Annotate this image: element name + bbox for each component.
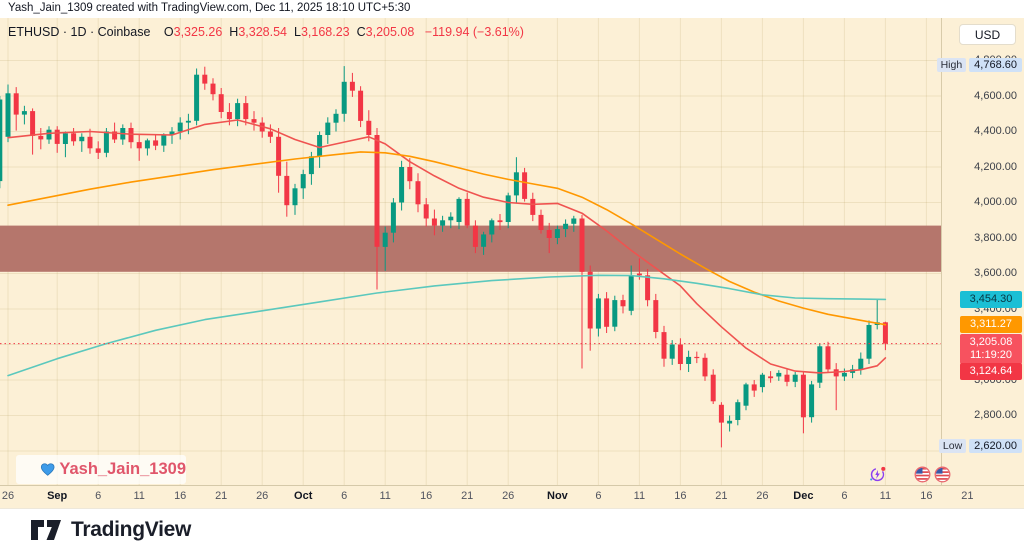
time-tick: 6 <box>95 490 102 502</box>
time-tick: 11 <box>879 490 892 502</box>
chart-pane[interactable]: ETHUSD · 1D · Coinbase O3,325.26 H3,328.5… <box>0 18 1024 485</box>
bar-countdown: 11:19:20 <box>969 349 1012 362</box>
symbol-title[interactable]: ETHUSD · 1D · Coinbase <box>8 25 151 39</box>
time-tick: 16 <box>674 490 687 502</box>
tradingview-logo[interactable]: TradingView <box>30 517 191 543</box>
ohlc-values: O3,325.26 H3,328.54 L3,168.23 C3,205.08 <box>164 25 425 39</box>
mid-ma-line[interactable] <box>7 151 887 326</box>
time-tick: 16 <box>920 490 933 502</box>
economic-event-flag-icon[interactable] <box>914 466 931 483</box>
attribution-text: Yash_Jain_1309 created with TradingView.… <box>8 2 411 14</box>
time-tick: 21 <box>715 490 728 502</box>
mid-ma-price-label: 3,311.27 <box>960 316 1022 334</box>
time-tick: 21 <box>215 490 228 502</box>
price-tick: 3,800.00 <box>974 231 1017 244</box>
symbol-legend: ETHUSD · 1D · Coinbase O3,325.26 H3,328.5… <box>8 25 524 39</box>
watermark-sticker[interactable]: Yash_Jain_1309 <box>16 455 186 484</box>
price-tick: 2,800.00 <box>974 409 1017 421</box>
events-refresh-icon[interactable] <box>869 466 886 483</box>
time-tick-month: Sep <box>47 490 68 502</box>
time-tick: 11 <box>133 490 145 502</box>
open-label: O <box>163 25 174 39</box>
time-tick: 26 <box>256 490 269 502</box>
time-axis[interactable]: 26 Sep 6 11 16 21 26 Oct 6 11 16 21 26 Nov 6 11 16 21 26 De… <box>0 485 1024 508</box>
time-tick: 11 <box>633 490 646 502</box>
price-tick: 4,000.00 <box>974 196 1017 208</box>
time-tick: 26 <box>502 490 515 502</box>
last-price-label: 3,205.08 11:19:20 <box>960 334 1022 365</box>
period-low-label: Low 2,620.00 <box>938 439 1022 454</box>
price-tick: 4,400.00 <box>974 125 1017 137</box>
attribution-bar: Yash_Jain_1309 created with TradingView.… <box>0 0 1024 18</box>
high-value: 3,328.54 <box>238 25 287 39</box>
time-tick: 26 <box>1 490 15 502</box>
close-label: C <box>356 25 366 39</box>
price-tick: 3,600.00 <box>974 267 1017 279</box>
time-tick: 16 <box>420 490 433 502</box>
close-value: 3,205.08 <box>365 25 415 39</box>
time-tick: 6 <box>595 490 602 502</box>
footer-bar: TradingView <box>0 508 1024 551</box>
price-tick: 4,600.00 <box>974 89 1017 102</box>
time-tick-month: Nov <box>547 490 568 502</box>
low-label: L <box>294 25 301 39</box>
watermark-username: Yash_Jain_1309 <box>59 460 186 478</box>
low-value: 3,168.23 <box>300 25 350 39</box>
currency-toggle-button[interactable]: USD <box>959 24 1016 45</box>
price-tick: 4,200.00 <box>974 160 1017 173</box>
economic-event-flag-icon[interactable] <box>934 466 951 483</box>
price-axis[interactable]: USD 4,800.004,600.004,400.004,200.004,00… <box>936 18 1024 485</box>
high-label: H <box>229 25 239 39</box>
heart-icon <box>40 463 55 476</box>
tradingview-mark-icon <box>31 520 61 540</box>
time-tick: 21 <box>961 490 974 502</box>
time-tick: 6 <box>841 490 848 502</box>
fast-ma-price-label: 3,124.64 <box>960 363 1022 381</box>
brand-name: TradingView <box>71 518 192 541</box>
change-value: −119.94 (−3.61%) <box>424 25 524 39</box>
time-tick: 16 <box>174 490 187 502</box>
candlestick-chart[interactable] <box>0 18 1024 485</box>
supply-zone[interactable] <box>0 225 941 272</box>
time-tick-month: Oct <box>294 490 313 502</box>
slow-ma-line[interactable] <box>7 274 887 377</box>
time-tick-month: Dec <box>793 490 814 502</box>
time-tick: 11 <box>379 490 391 502</box>
open-value: 3,325.26 <box>173 25 223 39</box>
time-tick: 26 <box>756 490 769 502</box>
time-tick: 21 <box>461 490 474 502</box>
time-tick: 6 <box>341 490 348 502</box>
period-high-label: High 4,768.60 <box>936 58 1022 73</box>
slow-ma-price-label: 3,454.30 <box>960 290 1022 308</box>
fast-ma-line[interactable] <box>7 119 887 374</box>
